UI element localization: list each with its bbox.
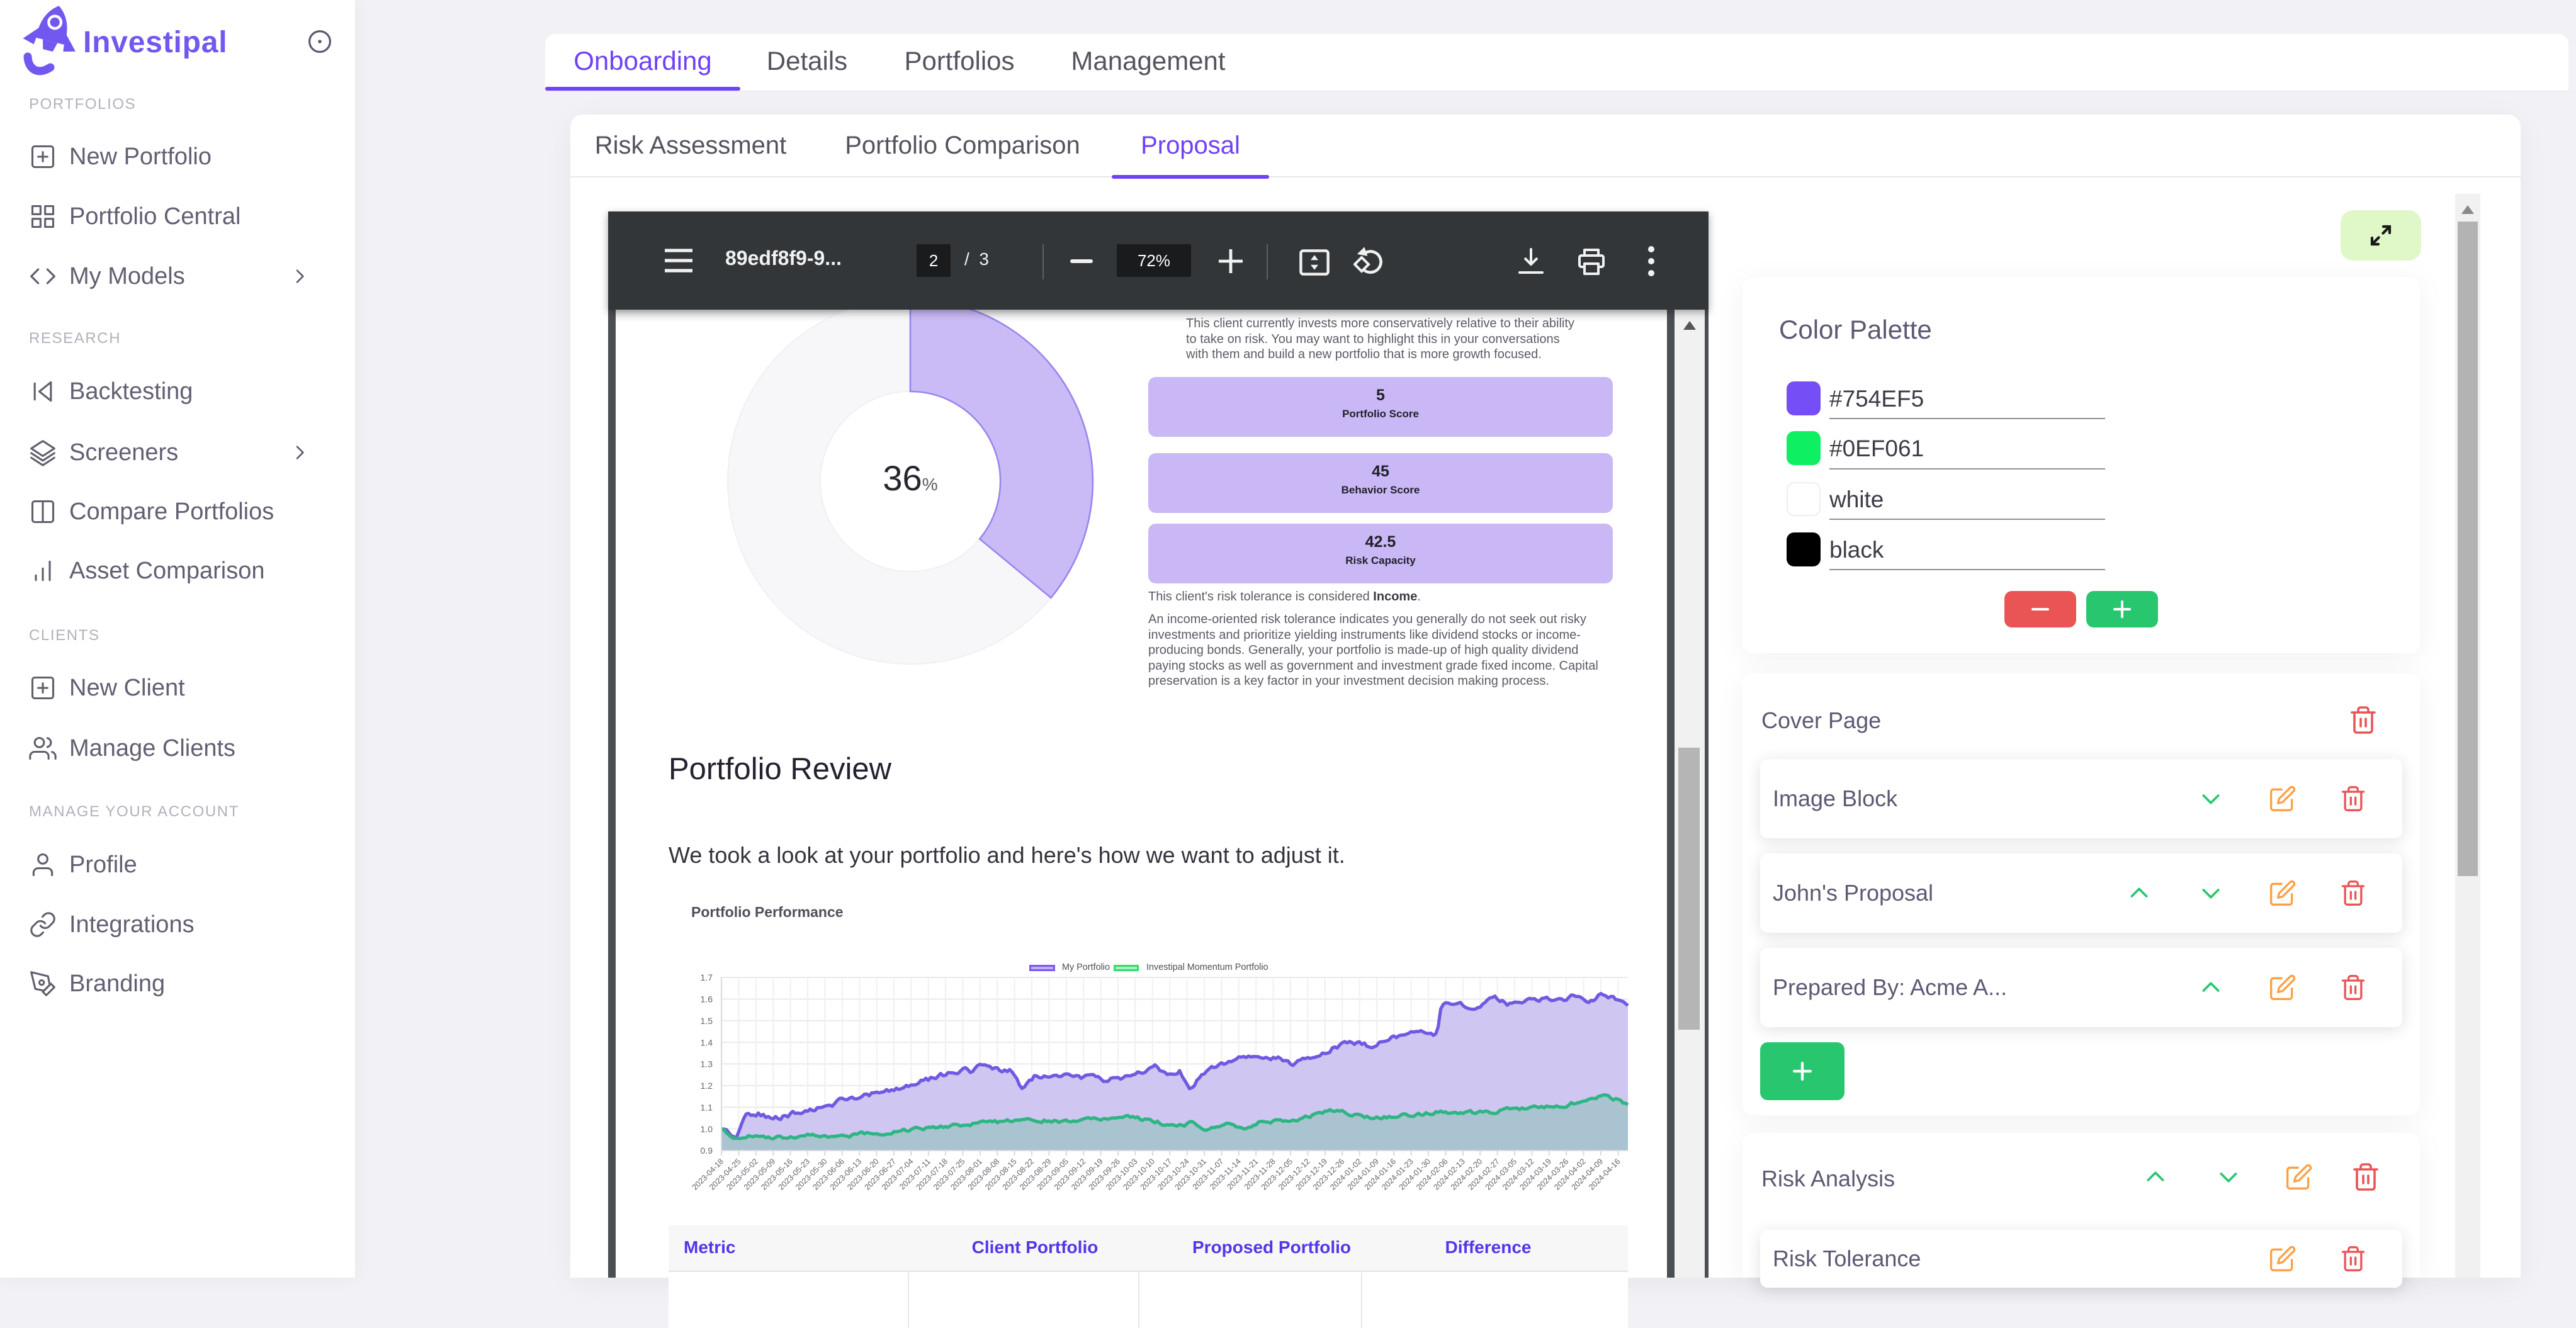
svg-text:1.2: 1.2 (701, 1081, 713, 1091)
svg-text:1.5: 1.5 (701, 1016, 713, 1026)
svg-text:1.0: 1.0 (701, 1124, 713, 1134)
svg-text:1.7: 1.7 (701, 974, 713, 982)
svg-text:0.9: 0.9 (701, 1145, 713, 1156)
svg-text:1.6: 1.6 (701, 994, 713, 1004)
svg-text:1.4: 1.4 (701, 1037, 713, 1047)
svg-text:1.3: 1.3 (701, 1059, 713, 1069)
svg-text:1.1: 1.1 (701, 1102, 713, 1112)
